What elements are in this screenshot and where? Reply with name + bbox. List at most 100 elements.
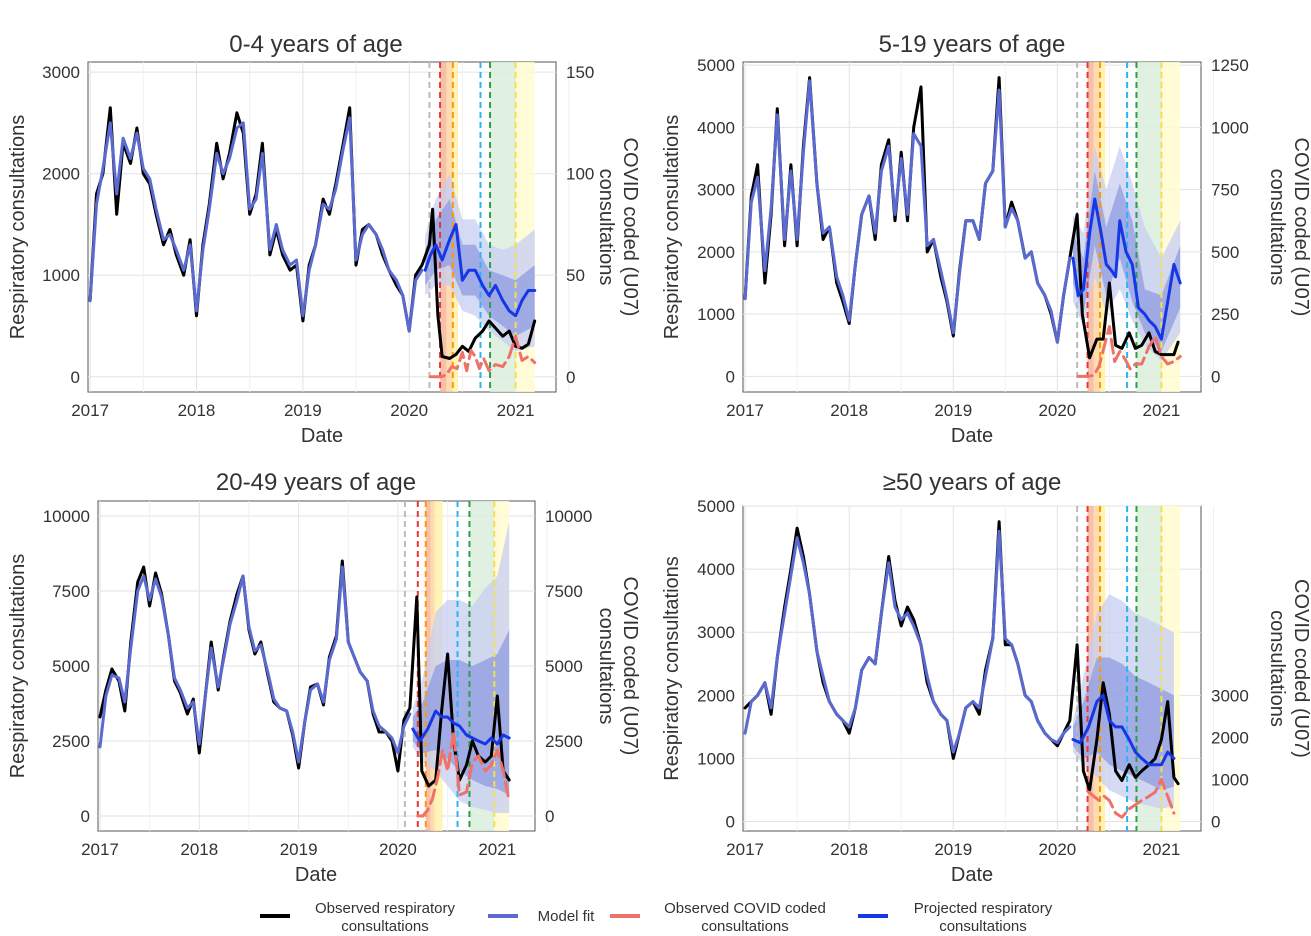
x-tick-label: 2017 (71, 401, 109, 420)
y2-tick-label: 150 (566, 63, 594, 82)
x-tick-label: 2021 (1143, 840, 1181, 859)
series-covid (429, 334, 537, 379)
projection-band-inner (412, 630, 510, 795)
x-tick-label: 2021 (1143, 401, 1181, 420)
x-tick-label: 2021 (478, 840, 516, 859)
chart-panel-4: 0 1000 2000 3000 4000 5000 0 1000 2000 3000 2017 20… (661, 469, 1311, 886)
y-tick-label: 3000 (697, 181, 735, 200)
y2-tick-label: 50 (566, 266, 585, 285)
y2-tick-label: 10000 (545, 507, 592, 526)
legend-label-covid: Observed COVID coded consultations (664, 900, 826, 935)
x-tick-label: 2019 (280, 840, 318, 859)
y-tick-label: 1000 (697, 749, 735, 768)
y2-tick-label: 2000 (1211, 728, 1249, 747)
x-tick-label: 2018 (178, 401, 216, 420)
x-tick-label: 2017 (81, 840, 119, 859)
series-projected (1071, 693, 1176, 767)
y-tick-label: 0 (81, 807, 90, 826)
y2-tick-label: 0 (1211, 813, 1220, 832)
x-tick-label: 2020 (1038, 401, 1076, 420)
y2-axis-label: COVID coded (U07)consultations (595, 577, 641, 756)
y2-tick-label: 0 (566, 368, 575, 387)
y-tick-label: 3000 (42, 63, 80, 82)
y2-tick-label: 5000 (545, 657, 583, 676)
legend-label-observed: Observed respiratory consultations (314, 900, 456, 935)
legend-swatch-projected (858, 914, 888, 918)
y-axis-label: Respiratory consultations (7, 554, 29, 779)
legend: Observed respiratory consultations Model… (0, 892, 1311, 936)
y2-axis-label: COVID coded (U07)consultations (595, 138, 641, 317)
y-tick-label: 0 (726, 813, 735, 832)
x-tick-label: 2020 (379, 840, 417, 859)
x-tick-label: 2019 (934, 401, 972, 420)
series-covid (416, 730, 511, 818)
y-tick-label: 5000 (697, 56, 735, 75)
legend-swatch-model-fit (488, 914, 518, 918)
x-tick-label: 2020 (1038, 840, 1076, 859)
x-tick-label: 2018 (180, 840, 218, 859)
series-model-fit (743, 529, 1072, 754)
series-projected (423, 223, 537, 318)
x-axis-label: Date (295, 864, 337, 886)
x-axis-label: Date (951, 864, 993, 886)
y-tick-label: 1000 (42, 266, 80, 285)
y-tick-label: 4000 (697, 560, 735, 579)
y2-tick-label: 0 (1211, 367, 1220, 386)
y2-tick-label: 2500 (545, 732, 583, 751)
series-covid (1087, 778, 1176, 819)
y2-tick-label: 0 (545, 807, 554, 826)
chart-title: 5-19 years of age (879, 31, 1066, 58)
y-axis-label: Respiratory consultations (661, 115, 683, 340)
chart-title: ≥50 years of age (883, 469, 1062, 496)
y2-tick-label: 250 (1211, 305, 1239, 324)
y2-axis-label: COVID coded (U07)consultations (1266, 579, 1311, 758)
series-model-fit (88, 116, 424, 333)
x-axis-label: Date (951, 425, 993, 447)
y-tick-label: 2500 (52, 732, 90, 751)
y2-tick-label: 1000 (1211, 770, 1249, 789)
y2-tick-label: 3000 (1211, 686, 1249, 705)
series-covid (1076, 325, 1182, 378)
chart-panel-1: 0 1000 2000 3000 0 50 100 150 2017 2018 2019 2020 20… (7, 31, 641, 447)
x-tick-label: 2017 (726, 401, 764, 420)
chart-panel-3: 0 2500 5000 7500 10000 0 2500 5000 7500 10000 2017… (7, 469, 641, 886)
series-model-fit (743, 79, 1072, 344)
y-tick-label: 2000 (697, 686, 735, 705)
chart-panel-2: 0 1000 2000 3000 4000 5000 0 250 500 750 1000 1250 2… (661, 31, 1311, 447)
y-tick-label: 2000 (697, 243, 735, 262)
series-projected (411, 709, 511, 746)
y2-tick-label: 7500 (545, 582, 583, 601)
projection-band-inner (1073, 657, 1174, 790)
y2-tick-label: 500 (1211, 243, 1239, 262)
y2-tick-label: 100 (566, 165, 594, 184)
y2-axis-label: COVID coded (U07)consultations (1266, 138, 1311, 317)
x-tick-label: 2019 (934, 840, 972, 859)
x-tick-label: 2018 (830, 840, 868, 859)
legend-swatch-observed (260, 914, 290, 918)
y-tick-label: 2000 (42, 165, 80, 184)
y-axis-label: Respiratory consultations (661, 556, 683, 781)
series-projected (1071, 197, 1182, 341)
x-tick-label: 2021 (497, 401, 535, 420)
y-tick-label: 0 (726, 367, 735, 386)
x-tick-label: 2019 (284, 401, 322, 420)
series-model-fit (98, 565, 412, 764)
y2-tick-label: 1250 (1211, 56, 1249, 75)
y-tick-label: 5000 (697, 497, 735, 516)
y2-tick-label: 1000 (1211, 118, 1249, 137)
y-tick-label: 1000 (697, 305, 735, 324)
y-tick-label: 10000 (43, 507, 90, 526)
legend-swatch-covid (610, 914, 640, 918)
x-tick-label: 2020 (390, 401, 428, 420)
legend-label-projected: Projected respiratory consultations (913, 900, 1053, 935)
y-tick-label: 7500 (52, 582, 90, 601)
y-tick-label: 3000 (697, 623, 735, 642)
y-tick-label: 5000 (52, 657, 90, 676)
legend-label-model-fit: Model fit (537, 908, 595, 925)
y-axis-label: Respiratory consultations (7, 115, 29, 340)
x-tick-label: 2017 (726, 840, 764, 859)
chart-title: 0-4 years of age (229, 31, 402, 58)
x-axis-label: Date (301, 425, 343, 447)
chart-title: 20-49 years of age (216, 469, 416, 496)
